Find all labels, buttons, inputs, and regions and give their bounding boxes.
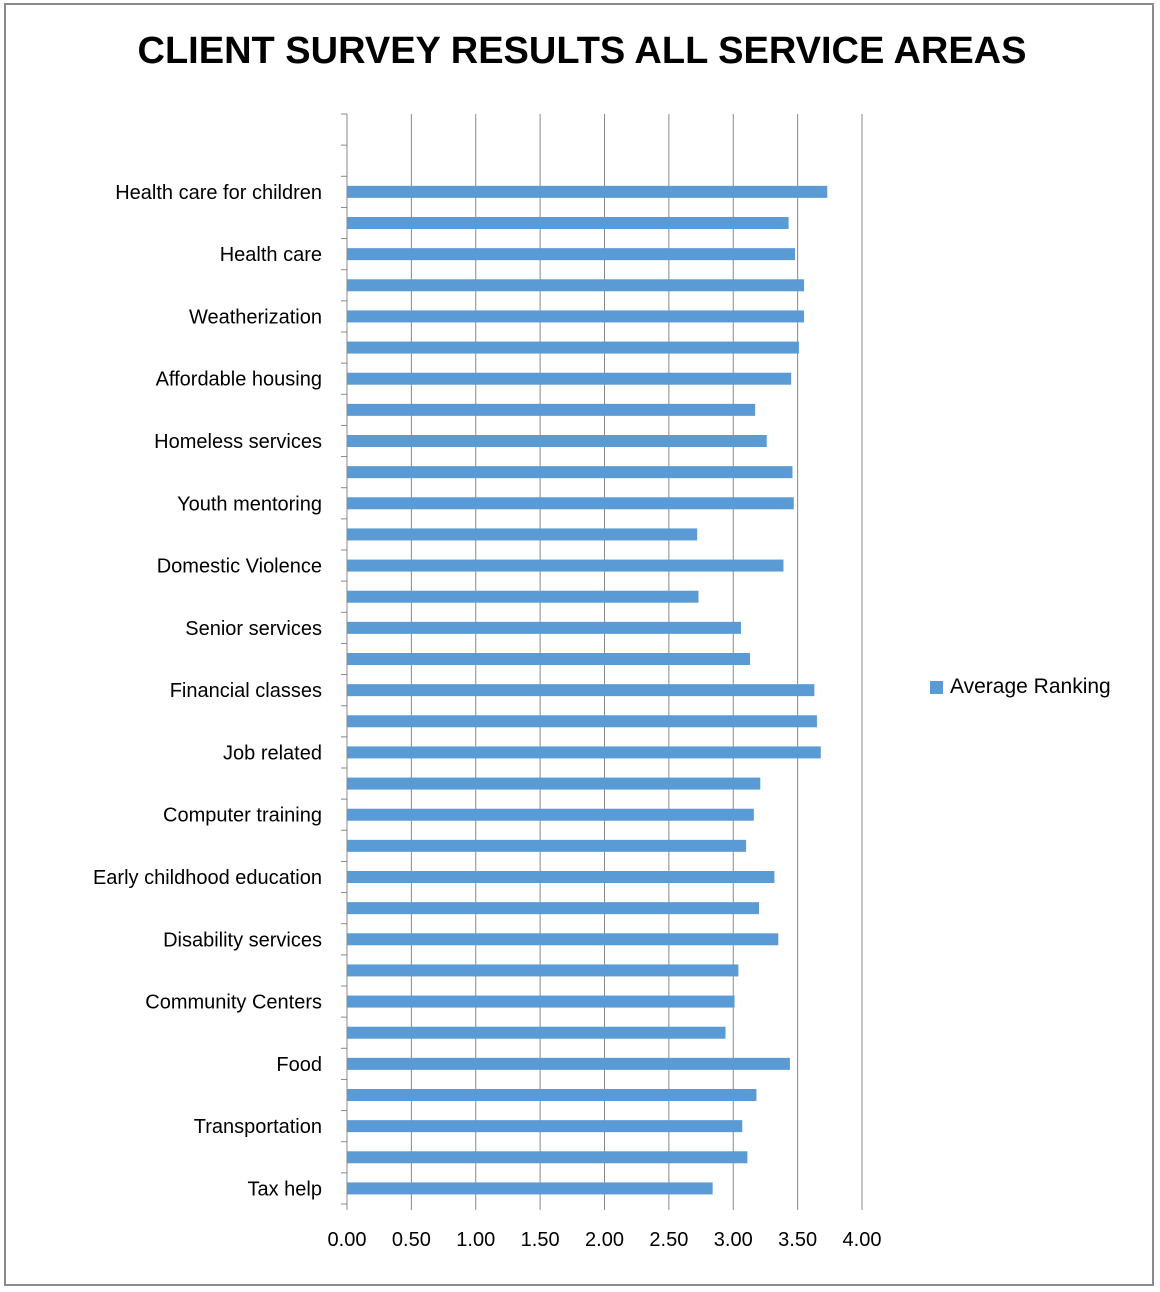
y-category-label: Disability services [163,929,322,951]
bar [347,933,779,946]
bar [347,621,741,634]
y-category-label: Homeless services [154,431,322,453]
y-category-label: Job related [223,742,322,764]
y-category-label: Health care for children [115,182,322,204]
x-tick-label: 0.00 [328,1229,367,1251]
chart-title: CLIENT SURVEY RESULTS ALL SERVICE AREAS [137,30,1027,72]
x-tick-label: 2.50 [649,1229,688,1251]
bar [347,808,754,821]
x-tick-label: 4.00 [843,1229,882,1251]
bar [347,1151,748,1164]
bar [347,839,747,852]
y-category-label: Tax help [248,1178,323,1200]
x-tick-label: 2.00 [585,1229,624,1251]
bar [347,1057,790,1070]
legend: Average Ranking [930,675,1111,699]
bar [347,435,767,447]
bar [347,497,794,510]
x-tick-label: 1.50 [521,1229,560,1251]
y-category-label: Health care [220,244,322,266]
bar [347,341,799,354]
legend-label: Average Ranking [950,675,1111,698]
bar [347,964,739,977]
y-category-label: Transportation [194,1116,322,1138]
y-category-label: Weatherization [189,306,322,328]
y-category-label: Affordable housing [156,369,322,391]
bar [347,653,750,665]
bar [347,248,796,261]
y-category-label: Domestic Violence [157,556,322,578]
x-tick-label: 0.50 [392,1229,431,1251]
bar [347,1120,743,1133]
y-category-label: Food [276,1054,322,1076]
bar [347,1089,757,1101]
bar [347,902,759,915]
bar [347,466,793,479]
x-tick-label: 3.00 [714,1229,753,1251]
y-category-label: Senior services [185,618,322,640]
x-tick-label: 1.00 [456,1229,495,1251]
y-category-label: Early childhood education [93,867,322,889]
bar [347,559,784,572]
y-category-label: Youth mentoring [177,493,322,515]
y-category-label: Computer training [163,805,322,827]
chart-frame [4,3,1154,1286]
bar [347,185,828,198]
y-category-label: Financial classes [170,680,322,702]
bar [347,1182,713,1195]
y-category-label: Community Centers [145,992,322,1014]
bar [347,777,761,790]
bar [347,995,735,1008]
bar [347,715,817,728]
bar [347,528,698,541]
legend-swatch [930,680,943,694]
bar [347,279,805,292]
x-tick-label: 3.50 [778,1229,817,1251]
bar [347,403,756,416]
bar [347,684,815,697]
bar [347,217,789,229]
bar [347,871,775,883]
bar [347,590,699,603]
bar [347,310,805,323]
bar [347,1026,726,1039]
bar [347,746,821,759]
bar [347,372,792,385]
